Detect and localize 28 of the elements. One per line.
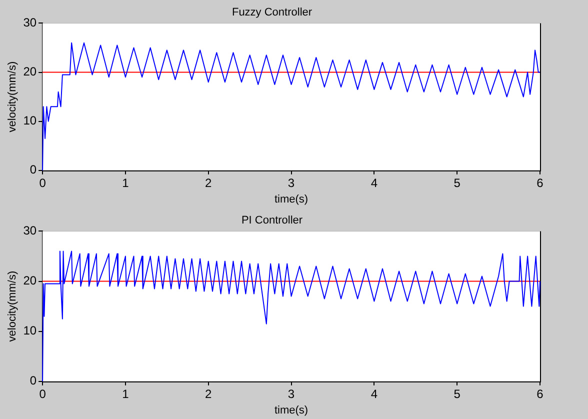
x-tick-label: 6 [536,386,544,401]
x-tick-label: 3 [288,176,295,190]
x-tick-label: 1 [122,386,130,401]
x-axis-title: time(s) [274,193,308,206]
y-tick-label: 10 [23,114,37,128]
y-tick-label: 0 [30,162,37,177]
x-tick-label: 5 [454,176,461,190]
x-tick-label: 0 [39,386,46,401]
y-tick-label: 30 [23,224,37,238]
x-tick-label: 4 [370,176,378,190]
x-tick-label: 5 [454,386,461,401]
x-tick-label: 6 [536,176,544,190]
y-tick-label: 20 [23,64,37,79]
y-axis-title: velocity(mm/s) [6,270,19,342]
x-tick-label: 1 [122,176,130,190]
x-axis-title: time(s) [274,404,308,416]
y-tick-label: 0 [30,374,37,388]
x-tick-label: 2 [205,176,212,190]
y-tick-label: 10 [23,324,37,338]
chart-title: PI Controller [241,214,303,227]
y-axis-title: velocity(mm/s) [6,61,19,132]
y-tick-label: 20 [23,274,37,288]
x-tick-label: 0 [39,176,46,190]
chart-title: Fuzzy Controller [232,6,312,19]
x-tick-label: 4 [370,386,378,401]
x-tick-label: 2 [205,386,212,401]
y-tick-label: 30 [23,16,37,30]
x-tick-label: 3 [288,386,295,401]
